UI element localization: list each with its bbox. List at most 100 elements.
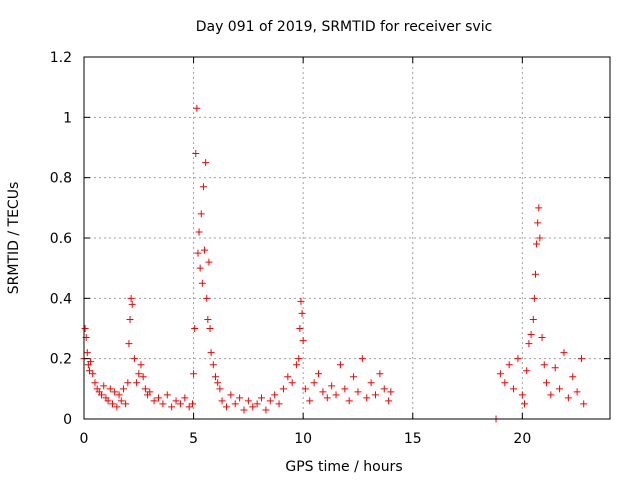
data-point — [301, 385, 309, 393]
data-point — [551, 364, 559, 372]
data-point — [496, 370, 504, 378]
data-point — [315, 370, 323, 378]
data-point — [271, 391, 279, 399]
grid — [84, 57, 610, 419]
data-point — [205, 258, 213, 266]
data-point — [295, 355, 303, 363]
data-point — [578, 355, 586, 363]
y-tick-label: 0.6 — [50, 231, 72, 247]
data-point — [125, 340, 133, 348]
data-point — [172, 397, 180, 405]
data-point — [113, 403, 121, 411]
data-point — [279, 385, 287, 393]
data-point — [137, 361, 145, 369]
data-point — [181, 394, 189, 402]
data-point — [98, 391, 106, 399]
data-point — [111, 388, 119, 396]
data-point — [194, 249, 202, 257]
data-point — [85, 367, 93, 375]
data-point — [328, 382, 336, 390]
data-point — [115, 391, 123, 399]
data-point — [523, 367, 531, 375]
data-point — [193, 104, 201, 112]
data-point — [527, 331, 535, 339]
data-point — [222, 403, 230, 411]
data-point — [514, 355, 522, 363]
data-point — [531, 270, 539, 278]
data-point — [206, 325, 214, 332]
data-point — [127, 294, 135, 302]
data-point — [130, 355, 138, 363]
data-point — [501, 379, 509, 387]
data-point — [198, 279, 206, 287]
x-tick-label: 5 — [189, 431, 198, 447]
data-point — [190, 370, 198, 378]
y-tick-label: 1.2 — [50, 50, 72, 66]
data-point — [336, 361, 344, 369]
data-point — [573, 388, 581, 396]
data-point — [87, 358, 95, 366]
data-point — [124, 379, 132, 387]
data-point — [371, 391, 379, 399]
data-point — [106, 385, 114, 393]
data-point — [119, 385, 127, 393]
data-point — [244, 397, 252, 405]
data-point — [358, 355, 366, 363]
data-point — [510, 385, 518, 393]
data-point — [341, 385, 349, 393]
data-point — [262, 406, 270, 414]
data-point — [540, 361, 548, 369]
data-point — [191, 325, 199, 332]
data-point — [122, 400, 130, 408]
data-point — [288, 379, 296, 387]
data-point — [266, 397, 274, 405]
data-point — [385, 397, 393, 405]
data-point — [332, 391, 340, 399]
data-point — [535, 204, 543, 212]
plot-frame — [83, 56, 611, 420]
data-point — [275, 400, 283, 408]
data-point — [133, 379, 141, 387]
x-tick-label: 0 — [80, 431, 89, 447]
axis-ticks: 0 0.2 0.4 0.6 0.8 1 1.2 0 5 10 15 20 — [50, 50, 610, 447]
data-point — [195, 228, 203, 236]
data-point — [521, 400, 529, 408]
data-point — [207, 349, 215, 357]
data-point — [306, 397, 314, 405]
data-point — [376, 370, 384, 378]
data-point — [185, 403, 193, 411]
data-point — [249, 403, 257, 411]
y-axis-title: SRMTID / TECUs — [6, 182, 22, 295]
data-point — [203, 294, 211, 302]
data-point — [108, 400, 116, 408]
data-point — [542, 379, 550, 387]
data-point — [380, 385, 388, 393]
data-point — [258, 394, 266, 402]
data-point — [569, 373, 577, 381]
x-tick-label: 20 — [513, 431, 531, 447]
data-point — [135, 370, 143, 378]
data-point — [197, 210, 205, 218]
data-point — [155, 394, 163, 402]
data-point — [319, 388, 327, 396]
y-tick-label: 0 — [63, 412, 72, 428]
data-point — [231, 400, 239, 408]
data-point — [89, 370, 97, 378]
data-point — [214, 379, 222, 387]
data-point — [564, 394, 572, 402]
data-point — [188, 400, 196, 408]
data-point — [536, 234, 544, 242]
data-point — [227, 391, 235, 399]
data-point — [293, 361, 301, 369]
data-point — [83, 349, 91, 357]
data-point — [296, 325, 304, 332]
data-point — [387, 388, 395, 396]
data-point — [141, 385, 149, 393]
data-point — [323, 394, 331, 402]
data-point — [530, 294, 538, 302]
data-point — [580, 400, 588, 408]
data-point — [196, 264, 204, 272]
y-tick-label: 0.2 — [50, 352, 72, 368]
data-point — [150, 397, 158, 405]
